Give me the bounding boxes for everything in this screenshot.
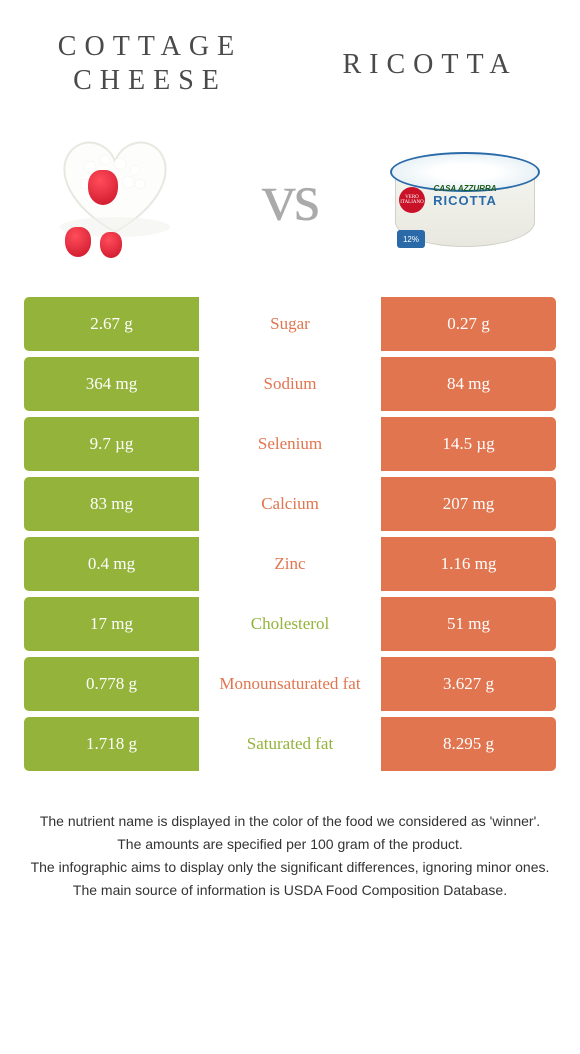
tub-pct: 12% xyxy=(397,230,425,248)
strawberry-icon xyxy=(65,227,91,257)
vs-label: vs xyxy=(262,158,318,237)
table-row: 364 mgSodium84 mg xyxy=(24,357,556,411)
nutrient-label: Cholesterol xyxy=(199,597,381,651)
left-value: 9.7 µg xyxy=(24,417,199,471)
footer-line: The infographic aims to display only the… xyxy=(30,857,550,878)
nutrient-label: Calcium xyxy=(199,477,381,531)
table-row: 2.67 gSugar0.27 g xyxy=(24,297,556,351)
footer: The nutrient name is displayed in the co… xyxy=(30,811,550,901)
left-value: 0.778 g xyxy=(24,657,199,711)
nutrient-label: Sodium xyxy=(199,357,381,411)
right-value: 207 mg xyxy=(381,477,556,531)
table-row: 1.718 gSaturated fat8.295 g xyxy=(24,717,556,771)
right-value: 51 mg xyxy=(381,597,556,651)
nutrient-label: Saturated fat xyxy=(199,717,381,771)
right-value: 0.27 g xyxy=(381,297,556,351)
header: COTTAGE CHEESE RICOTTA xyxy=(0,0,580,107)
table-row: 0.778 gMonounsaturated fat3.627 g xyxy=(24,657,556,711)
footer-line: The main source of information is USDA F… xyxy=(30,880,550,901)
table-row: 83 mgCalcium207 mg xyxy=(24,477,556,531)
nutrient-label: Sugar xyxy=(199,297,381,351)
title-left: COTTAGE CHEESE xyxy=(50,30,250,97)
table-row: 9.7 µgSelenium14.5 µg xyxy=(24,417,556,471)
right-value: 8.295 g xyxy=(381,717,556,771)
table-row: 17 mgCholesterol51 mg xyxy=(24,597,556,651)
title-right: RICOTTA xyxy=(330,48,530,82)
left-value: 83 mg xyxy=(24,477,199,531)
strawberry-icon xyxy=(100,232,122,258)
left-value: 0.4 mg xyxy=(24,537,199,591)
tub-badge-icon: VEROITALIANO xyxy=(399,187,425,213)
left-value: 2.67 g xyxy=(24,297,199,351)
footer-line: The nutrient name is displayed in the co… xyxy=(30,811,550,832)
nutrient-label: Monounsaturated fat xyxy=(199,657,381,711)
left-value: 1.718 g xyxy=(24,717,199,771)
images-row: vs CASA AZZURRA RICOTTA VEROITALIANO 12% xyxy=(0,107,580,287)
right-value: 84 mg xyxy=(381,357,556,411)
left-value: 17 mg xyxy=(24,597,199,651)
tub-brand: CASA AZZURRA xyxy=(405,184,525,193)
nutrient-label: Selenium xyxy=(199,417,381,471)
ricotta-image: CASA AZZURRA RICOTTA VEROITALIANO 12% xyxy=(380,117,550,277)
table-row: 0.4 mgZinc1.16 mg xyxy=(24,537,556,591)
comparison-table: 2.67 gSugar0.27 g 364 mgSodium84 mg 9.7 µg… xyxy=(24,297,556,771)
right-value: 1.16 mg xyxy=(381,537,556,591)
left-value: 364 mg xyxy=(24,357,199,411)
cottage-cheese-image xyxy=(30,117,200,277)
footer-line: The amounts are specified per 100 gram o… xyxy=(30,834,550,855)
nutrient-label: Zinc xyxy=(199,537,381,591)
right-value: 14.5 µg xyxy=(381,417,556,471)
strawberry-icon xyxy=(88,170,118,205)
right-value: 3.627 g xyxy=(381,657,556,711)
